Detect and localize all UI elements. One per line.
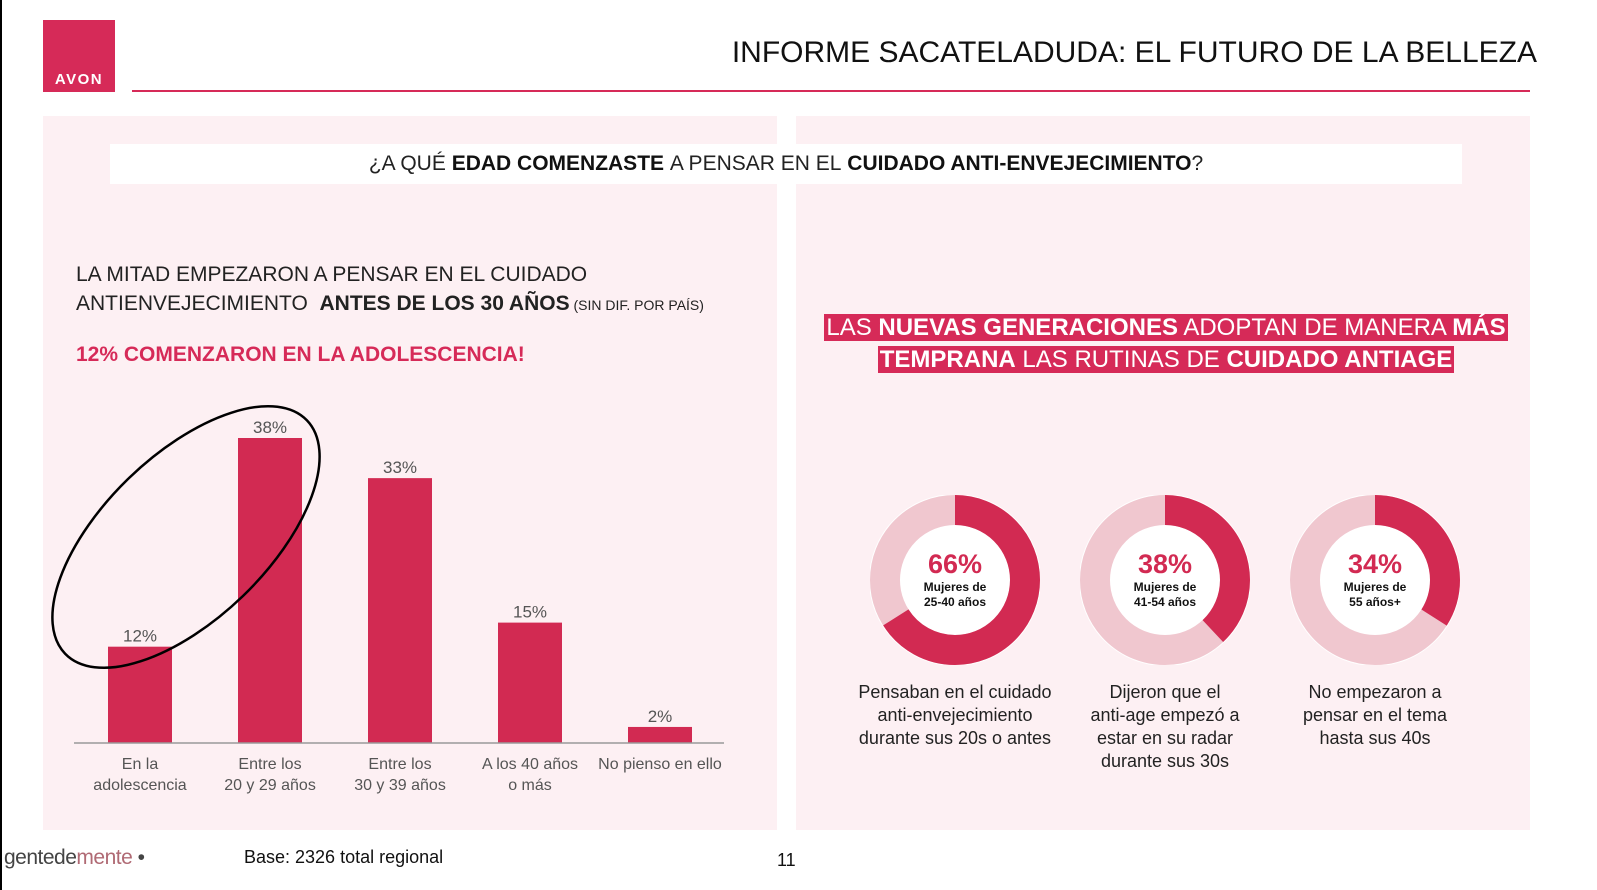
headline-highlight: LAS NUEVAS GENERACIONES ADOPTAN DE MANER…: [824, 314, 1508, 373]
bar: [368, 478, 432, 743]
question-prefix: ¿A QUÉ: [368, 152, 446, 175]
donut-percent: 34%: [1348, 549, 1402, 579]
donut-label-line-1: Mujeres de: [924, 580, 987, 594]
donut-percent: 66%: [928, 549, 982, 579]
headline-part: NUEVAS GENERACIONES: [878, 314, 1178, 341]
lead-text: LA MITAD EMPEZARON A PENSAR EN EL CUIDAD…: [76, 260, 704, 320]
lead-line-1: LA MITAD EMPEZARON A PENSAR EN EL CUIDAD…: [76, 263, 588, 286]
base-note: Base: 2326 total regional: [244, 847, 444, 867]
bar: [498, 622, 562, 743]
donut-label-line-2: 41-54 años: [1134, 595, 1196, 609]
highlight-text: 12% COMENZARON EN LA ADOLESCENCIA!: [76, 343, 525, 366]
category-label: o más: [508, 777, 552, 794]
question-banner: ¿A QUÉ EDAD COMENZASTE A PENSAR EN EL CU…: [110, 144, 1462, 184]
donut-percent: 38%: [1138, 549, 1192, 579]
donut-caption-line: durante sus 30s: [1100, 751, 1230, 771]
donut-caption-line: hasta sus 40s: [1319, 728, 1431, 748]
category-label: Entre los: [368, 756, 431, 773]
donut-caption-line: pensar en el tema: [1302, 705, 1448, 725]
generations-headline: LAS NUEVAS GENERACIONES ADOPTAN DE MANER…: [796, 312, 1536, 376]
donut-hole: [1321, 526, 1429, 634]
headline-part: MÁS TEMPRANA: [879, 314, 1506, 373]
donut-hole: [1111, 526, 1219, 634]
category-label: 20 y 29 años: [224, 777, 316, 794]
category-label: Entre los: [238, 756, 301, 773]
donut-label-line-2: 55 años+: [1349, 595, 1401, 609]
bar-value-label: 2%: [648, 707, 673, 726]
page-number: 11: [777, 850, 796, 870]
category-label: adolescencia: [93, 777, 187, 794]
gentedemente-logo: gentedemente •: [4, 846, 145, 870]
header-divider: [132, 90, 1530, 92]
donut-segment: [1080, 495, 1250, 665]
bar-value-label: 12%: [123, 627, 157, 646]
left-edge-line: [0, 0, 2, 890]
donut-caption-line: Dijeron que el: [1109, 682, 1221, 702]
question-bold-1: EDAD COMENZASTE: [451, 152, 665, 175]
donut-label-line-1: Mujeres de: [1134, 580, 1197, 594]
donut-card: 66% Mujeres de 25-40 años Pensaban en el cu…: [845, 495, 1065, 750]
donut-caption-line: anti-envejecimiento: [877, 705, 1033, 725]
brand-dot: •: [132, 846, 145, 869]
lead-line-2-plain: ANTIENVEJECIMIENTO: [76, 292, 314, 315]
donut-caption: Pensaban en el cuidado anti-envejecimient…: [845, 681, 1065, 750]
highlight-ellipse: [51, 404, 321, 670]
headline-part: CUIDADO ANTIAGE: [1226, 346, 1453, 373]
donut-card: 38% Mujeres de 41-54 años Dijeron que el ant…: [1055, 495, 1275, 773]
lead-line-2: ANTIENVEJECIMIENTO ANTES DE LOS 30 AÑOS …: [76, 289, 704, 320]
bar: [628, 726, 692, 743]
donut-caption-line: estar en su radar: [1096, 728, 1234, 748]
brand-part-a: gentede: [4, 846, 77, 869]
donut-card: 34% Mujeres de 55 años+ No empezaron a pensa…: [1265, 495, 1485, 750]
donut-caption: Dijeron que el anti-age empezó a estar en …: [1055, 681, 1275, 773]
question-suffix: ?: [1191, 152, 1204, 175]
headline-part: LAS RUTINAS DE: [1015, 346, 1227, 373]
lead-line-2-note: (SIN DIF. POR PAÍS): [569, 297, 704, 313]
page-title: INFORME SACATELADUDA: EL FUTURO DE LA BE…: [731, 36, 1537, 69]
right-panel: [796, 116, 1530, 830]
question-bold-2: CUIDADO ANTI-ENVEJECIMIENTO: [847, 152, 1192, 175]
donut-caption-line: No empezaron a: [1308, 682, 1442, 702]
category-label: No pienso en ello: [598, 756, 722, 773]
headline-part: LAS: [826, 314, 879, 341]
category-label: 30 y 39 años: [354, 777, 446, 794]
category-label: En la: [122, 756, 159, 773]
donut-segment: [1290, 495, 1460, 665]
donut-hole: [901, 526, 1009, 634]
donut-caption-line: durante sus 20s o antes: [858, 728, 1052, 748]
headline-part: ADOPTAN DE MANERA: [1178, 314, 1453, 341]
donut-label-line-1: Mujeres de: [1344, 580, 1407, 594]
bar-value-label: 33%: [383, 458, 417, 477]
bar-value-label: 15%: [513, 603, 547, 622]
question-middle: A PENSAR EN EL: [669, 152, 842, 175]
donut-caption: No empezaron a pensar en el tema hasta sus…: [1265, 681, 1485, 750]
lead-line-2-bold: ANTES DE LOS 30 AÑOS: [319, 292, 570, 315]
brand-part-b: mente: [76, 846, 133, 869]
donut-caption-line: anti-age empezó a: [1090, 705, 1240, 725]
donut-segment: [870, 495, 1040, 665]
donut-caption-line: Pensaban en el cuidado: [858, 682, 1052, 702]
avon-logo: AVON: [43, 20, 115, 92]
bar-value-label: 38%: [253, 418, 287, 437]
bar-chart: 12% En la adolescencia 38% Entre los 20 y 29 …: [51, 404, 724, 794]
logo-text: AVON: [54, 71, 104, 88]
category-label: A los 40 años: [482, 756, 578, 773]
donut-label-line-2: 25-40 años: [924, 595, 986, 609]
